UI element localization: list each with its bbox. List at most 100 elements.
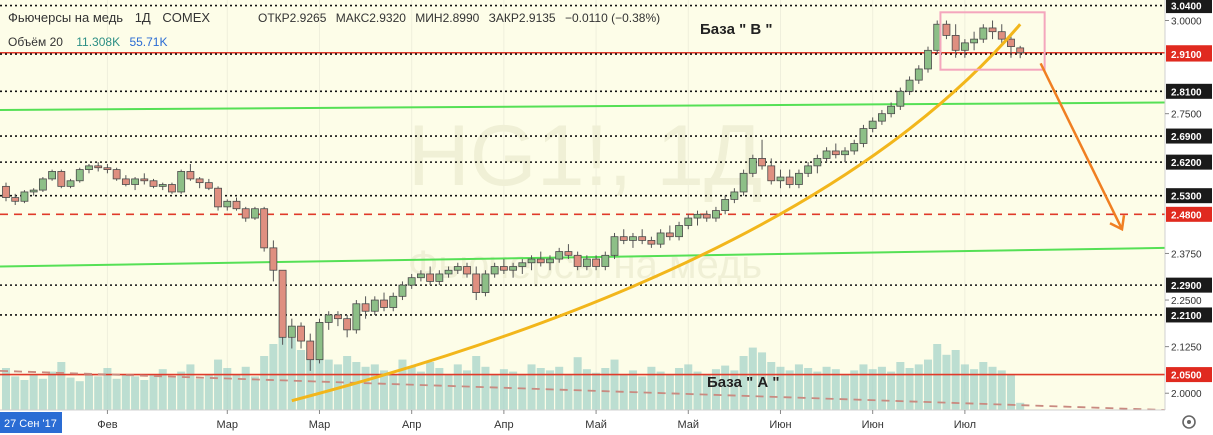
candle-up [721,199,730,211]
candle-down [1007,38,1015,47]
volume-bar [75,381,84,410]
volume-bar [223,368,232,410]
candle-down [186,171,195,180]
volume-bar [794,364,803,410]
price-badge [1166,367,1212,383]
growth-arc [291,23,1022,403]
settings-icon[interactable] [1182,415,1196,429]
candle-up [804,165,813,174]
candle-down [214,187,222,208]
date-badge [0,412,62,433]
volume-bar [149,374,158,410]
volume-bar [924,359,932,410]
volume-bar [573,357,582,410]
candle-down [204,182,213,189]
volume-bar [822,366,831,410]
volume-bar [481,366,490,410]
price-level-lines [0,4,1165,376]
volume-bar [57,362,66,410]
price-badge-label: 2.0500 [1171,371,1202,382]
volume-bar [555,366,564,410]
volume-bar [38,378,47,410]
volume-bar [841,374,850,410]
time-axis[interactable] [0,410,1213,435]
price-tick-label: 2.3750 [1171,249,1202,260]
date-badge-label: 27 Сен '17 [4,418,57,430]
candle-down [121,178,130,185]
volume-bar [214,359,223,410]
volume-bar [988,366,997,410]
candle-down [232,200,241,210]
volume-bar [979,362,988,410]
candle-up [960,42,969,51]
volume-bar [66,377,75,410]
volume-bar [813,371,822,410]
volume-bar [1006,374,1015,410]
price-badge [1166,188,1212,204]
trendlines [0,101,1166,411]
candle-down [564,251,573,256]
volume-bar [767,362,776,410]
gear-icon-center [1187,420,1191,424]
ohlc-values: ОТКР2.9265 МАКС2.9320 МИН2.8990 ЗАКР2.91… [258,11,660,25]
volume-bar [656,371,665,410]
volume-bar [2,368,10,410]
candle-down [665,232,674,238]
close-label: ЗАКР [489,11,519,25]
symbol-interval: 1Д [135,10,151,25]
price-badge [1166,128,1212,144]
volume-bar [463,370,471,410]
volume-bar [499,369,508,410]
volume-bar [398,359,407,410]
candle-down [361,303,370,312]
candle-up [610,236,619,256]
volume-bar [407,366,416,410]
volume-bar [942,354,951,410]
trendline-green-lower [0,246,1166,268]
open-value: 2.9265 [290,11,327,25]
price-tick-label: 2.1250 [1171,343,1202,354]
candle-up [924,49,932,70]
candle-up [444,269,453,275]
price-badge [1166,0,1212,14]
volume-legend[interactable]: Объём 20 11.308K 55.71K [8,35,167,49]
candle-down [463,266,471,275]
price-badge [1166,154,1212,170]
candle-up [629,236,637,241]
candle-down [997,31,1006,40]
candle-up [398,284,407,297]
candle-up [905,79,914,92]
candle-up [352,303,361,331]
high-value: 2.9320 [369,11,406,25]
volume-bar [721,365,730,410]
symbol-title[interactable]: Фьючерсы на медь 1Д COMEX [8,10,210,25]
candle-up [979,27,988,40]
volume-bar [905,368,914,410]
plot-area[interactable] [0,0,1165,410]
candle-up [896,90,905,107]
price-tick-label: 3.0000 [1171,17,1202,28]
candle-down [831,150,840,156]
candle-down [767,165,776,182]
change-value: −0.0110 (−0.38%) [565,11,660,25]
close-value: 2.9135 [519,11,556,25]
candle-down [343,318,352,331]
volume-bar [361,366,370,410]
volume-bar [131,376,140,410]
candle-up [131,178,139,185]
candle-down [195,178,204,184]
gear-icon[interactable] [1182,415,1196,429]
candle-up [370,299,379,312]
volume-bar [536,368,545,410]
candle-down [942,23,951,36]
time-tick-label: Май [677,419,699,431]
time-tick-label: Мар [309,419,331,431]
symbol-name: Фьючерсы на медь [8,10,123,25]
candle-down [702,213,711,219]
volume-histogram [2,320,1025,410]
volume-bar [121,374,130,410]
volume-bar [112,378,121,410]
volume-bar [638,376,647,410]
candle-up [481,273,490,293]
